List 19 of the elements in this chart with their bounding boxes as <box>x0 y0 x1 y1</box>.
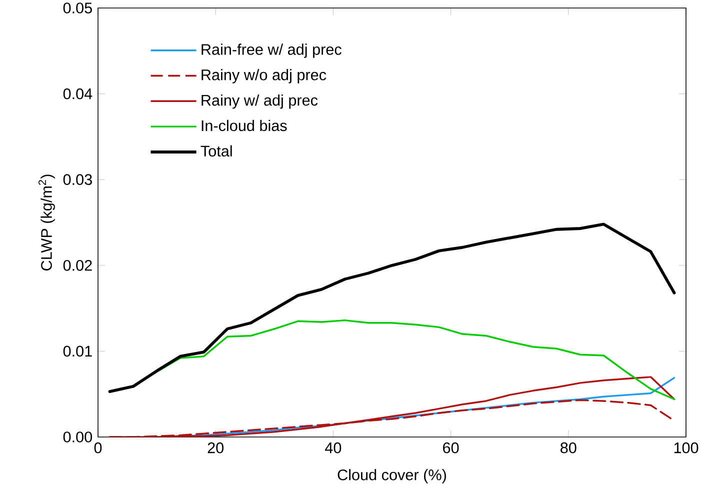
y-tick-label: 0.01 <box>63 346 92 357</box>
x-tick-label: 0 <box>94 442 102 454</box>
y-tick-label: 0.02 <box>63 260 92 271</box>
y-tick-label: 0.00 <box>63 432 92 442</box>
y-tick-label: 0.05 <box>63 2 92 14</box>
y-axis-title: CLWP (kg/m$^{2}$) <box>38 174 55 270</box>
x-tick-label: 40 <box>325 442 342 454</box>
x-tick-label: 60 <box>443 442 459 454</box>
y-tick-label: 0.04 <box>63 88 92 100</box>
legend-label: Rainy w/ adj prec <box>202 94 318 109</box>
x-tick-label: 100 <box>674 442 698 454</box>
legend-label: Total <box>200 145 232 157</box>
legend-label: In-cloud bias <box>202 120 287 132</box>
legend-label: Rain-free w/ adj prec <box>202 44 342 58</box>
y-tick-label: 0.03 <box>63 174 92 186</box>
legend-label: Rainy w/o adj prec <box>202 69 326 84</box>
x-axis-title: Cloud cover (%) <box>338 469 446 484</box>
x-tick-label: 80 <box>560 442 576 454</box>
x-tick-label: 20 <box>208 442 224 454</box>
